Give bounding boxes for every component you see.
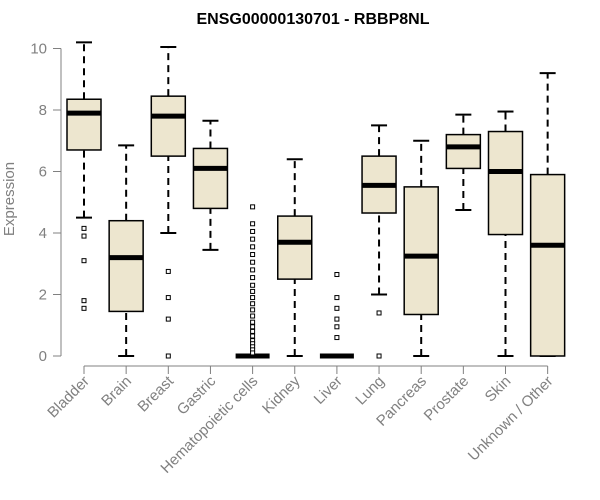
outlier-point (250, 319, 256, 325)
box-group (445, 113, 482, 211)
x-tick-label: Kidney (259, 372, 304, 417)
outlier-point (250, 333, 256, 339)
outlier-point (250, 295, 256, 301)
y-tick-label: 0 (39, 348, 47, 365)
box-group (361, 124, 397, 359)
iqr-box (150, 95, 187, 157)
outlier-point (250, 228, 256, 234)
outlier-point (376, 310, 382, 316)
x-tick-label: Liver (311, 373, 346, 408)
box-group (150, 45, 187, 359)
iqr-box (445, 133, 482, 170)
iqr-box (403, 186, 439, 316)
outlier-point (165, 316, 171, 322)
box-group (66, 41, 102, 311)
x-tick-label: Bladder (44, 373, 93, 422)
box-group (529, 72, 566, 357)
box-group (277, 158, 313, 357)
y-tick-label: 4 (39, 225, 47, 242)
outlier-point (250, 252, 256, 258)
outlier-point (165, 295, 171, 301)
iqr-box (192, 147, 229, 210)
outlier-point (250, 328, 256, 334)
outlier-point (250, 307, 256, 313)
box-group (403, 139, 439, 357)
outlier-point (334, 335, 340, 341)
y-tick-label: 2 (39, 287, 47, 304)
y-tick-label: 6 (39, 164, 47, 181)
boxes-group (66, 41, 566, 359)
x-tick-label: Lung (352, 373, 388, 409)
box-group (487, 110, 524, 357)
outlier-point (250, 313, 256, 319)
box-group (108, 144, 144, 357)
outlier-point (250, 236, 256, 242)
iqr-box (277, 215, 313, 280)
outlier-point (376, 353, 382, 359)
outlier-point (250, 259, 256, 265)
outlier-point (165, 353, 171, 359)
outlier-point (250, 267, 256, 273)
outlier-point (81, 233, 87, 239)
iqr-box (529, 173, 566, 357)
y-tick-label: 10 (30, 41, 47, 58)
iqr-box (66, 98, 102, 151)
x-tick-label: Brain (98, 373, 135, 410)
outlier-point (250, 288, 256, 294)
x-tick-label: Skin (482, 373, 515, 406)
outlier-point (250, 282, 256, 288)
outlier-point (250, 221, 256, 227)
outlier-point (165, 268, 171, 274)
x-tick-label: Prostate (421, 373, 473, 425)
outlier-point (334, 324, 340, 330)
chart-title: ENSG00000130701 - RBBP8NL (196, 11, 429, 28)
iqr-box (108, 219, 144, 313)
y-axis: 0 2 4 6 8 10 (30, 41, 62, 365)
outlier-point (81, 258, 87, 264)
y-tick-label: 8 (39, 102, 47, 119)
outlier-point (250, 275, 256, 281)
outlier-point (334, 272, 340, 278)
outlier-point (334, 295, 340, 301)
box-group (319, 272, 354, 359)
outlier-point (81, 225, 87, 231)
outlier-point (250, 350, 256, 356)
outlier-point (250, 204, 256, 210)
box-group (192, 119, 229, 251)
iqr-box (487, 130, 524, 236)
box-group (235, 204, 270, 359)
x-tick-label: Breast (134, 372, 177, 415)
outlier-point (81, 305, 87, 311)
outlier-point (81, 298, 87, 304)
outlier-point (334, 316, 340, 322)
outlier-point (250, 244, 256, 250)
outlier-point (250, 301, 256, 307)
outlier-point (250, 324, 256, 330)
y-axis-label: Expression (1, 162, 18, 236)
outlier-point (334, 305, 340, 311)
